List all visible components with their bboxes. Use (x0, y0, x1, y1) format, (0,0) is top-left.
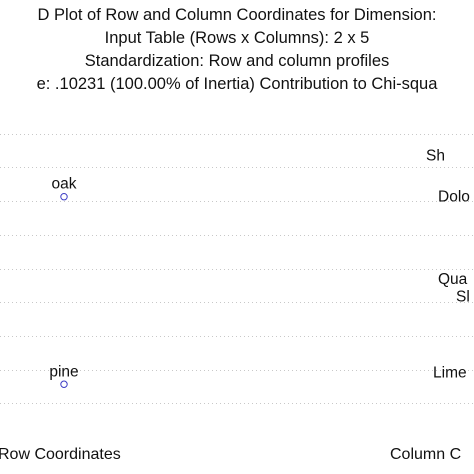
legend-column-coordinates: Column C (390, 446, 462, 463)
column-point-label-Qua: Qua (438, 271, 468, 288)
chart-subtitle-input-table: Input Table (Rows x Columns): 2 x 5 (104, 29, 370, 47)
column-point-label-Sl: Sl (456, 288, 470, 305)
column-point-label-Sh: Sh (426, 148, 445, 165)
legend-row-coordinates: Row Coordinates (0, 446, 121, 463)
column-point-label-Lime: Lime (433, 365, 467, 382)
row-point-marker-oak (60, 193, 68, 201)
chart-subtitle-standardization: Standardization: Row and column profiles (84, 52, 390, 70)
chart-title: D Plot of Row and Column Coordinates for… (37, 6, 437, 24)
row-point-label-oak: oak (52, 176, 77, 193)
chart-subtitle-inertia: e: .10231 (100.00% of Inertia) Contribut… (36, 75, 438, 93)
column-point-label-Dolo: Dolo (438, 189, 470, 206)
row-point-label-pine: pine (49, 363, 78, 380)
row-point-markers (60, 193, 68, 388)
row-point-marker-pine (60, 380, 68, 388)
